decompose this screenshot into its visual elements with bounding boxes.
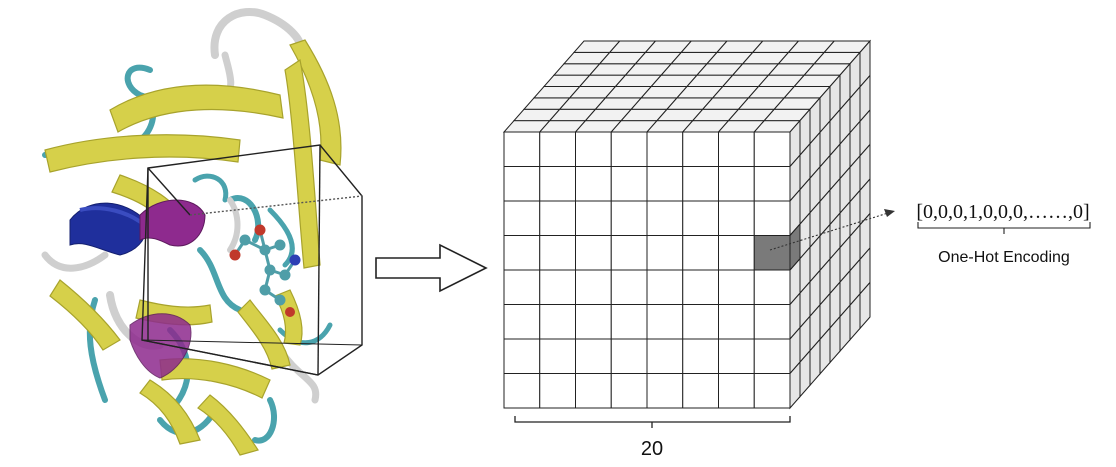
voxel-front-cell [539, 166, 576, 202]
voxel-front-cell [610, 200, 648, 236]
voxel-front-cell [575, 166, 612, 202]
voxel-front-cell [753, 131, 791, 167]
voxel-front-cell [682, 166, 719, 202]
voxel-front-cell [539, 304, 576, 340]
voxel-front-cell [718, 269, 755, 305]
voxel-front-cell [539, 235, 576, 271]
protein-beta-sheets [44, 39, 342, 456]
voxel-front-cell [539, 338, 576, 374]
one-hot-vector: [0,0,0,1,0,0,0,……,0] [916, 201, 1089, 223]
voxel-front-cell [718, 304, 755, 340]
voxel-front-cell [753, 269, 791, 305]
voxel-grid-cube [502, 39, 872, 410]
voxel-front-cell [682, 269, 719, 305]
voxel-front-cell [610, 269, 648, 305]
voxel-front-cell [646, 166, 684, 202]
highlighted-voxel-side [789, 222, 801, 272]
voxel-front-cell [503, 304, 541, 340]
voxel-front-cell [610, 166, 648, 202]
encoding-caption: One-Hot Encoding [938, 249, 1070, 266]
voxel-front-cell [682, 338, 719, 374]
voxel-front-cell [718, 200, 755, 236]
voxel-front-cell [539, 373, 576, 409]
voxel-front-cell [718, 131, 755, 167]
voxel-front-cell [575, 304, 612, 340]
voxel-front-cell [682, 373, 719, 409]
voxel-front-cell [575, 338, 612, 374]
voxel-front-cell [610, 338, 648, 374]
voxel-front-cell [503, 166, 541, 202]
voxel-front-cell [503, 373, 541, 409]
voxel-front-cell [718, 373, 755, 409]
voxel-front-cell [646, 304, 684, 340]
voxel-front-cell [610, 235, 648, 271]
one-hot-callout [769, 209, 895, 251]
voxel-front-cell [718, 235, 755, 271]
voxel-front-cell [539, 200, 576, 236]
voxel-front-cell [753, 304, 791, 340]
voxel-front-cell [503, 235, 541, 271]
voxel-front-cell [575, 373, 612, 409]
encoding-arrowhead-icon [884, 209, 895, 217]
voxel-front-cell [575, 131, 612, 167]
voxel-front-cell [718, 166, 755, 202]
voxel-front-cell [575, 269, 612, 305]
voxel-side-cell [859, 281, 871, 330]
transform-arrow [375, 243, 488, 293]
voxel-front-cell [539, 131, 576, 167]
voxel-front-cell [503, 269, 541, 305]
voxel-front-cell [682, 200, 719, 236]
voxel-front-cell [575, 235, 612, 271]
encoding-pointer-line [769, 212, 889, 251]
ligand-molecule [229, 224, 301, 317]
voxel-front-cell [503, 131, 541, 167]
protein-coil [42, 64, 333, 444]
voxel-front-cell [646, 235, 684, 271]
voxel-front-cell [539, 269, 576, 305]
voxel-front-cell [753, 200, 791, 236]
voxel-front-cell [646, 200, 684, 236]
voxel-front-cell [646, 269, 684, 305]
encoding-brace [917, 222, 1091, 234]
voxel-front-cell [753, 338, 791, 374]
voxel-front-cell [575, 200, 612, 236]
voxel-front-cell [646, 131, 684, 167]
voxel-front-cell [753, 166, 791, 202]
voxel-front-cell [646, 338, 684, 374]
voxel-front-cell [503, 200, 541, 236]
voxel-front-cell [682, 235, 719, 271]
voxel-front-cell [682, 131, 719, 167]
voxel-front-cell [610, 373, 648, 409]
grid-size-label: 20 [641, 438, 663, 460]
protein-helices [69, 199, 206, 379]
voxel-front-cell [718, 338, 755, 374]
protein-structure [41, 7, 363, 456]
voxel-front-cell [682, 304, 719, 340]
highlighted-voxel [753, 235, 791, 271]
grid-size-bracket [514, 416, 791, 428]
voxel-front-cell [753, 373, 791, 409]
voxel-front-cell [646, 373, 684, 409]
voxel-front-cell [610, 304, 648, 340]
binding-site-box [141, 144, 363, 376]
voxel-front-cell [503, 338, 541, 374]
voxel-front-cell [610, 131, 648, 167]
